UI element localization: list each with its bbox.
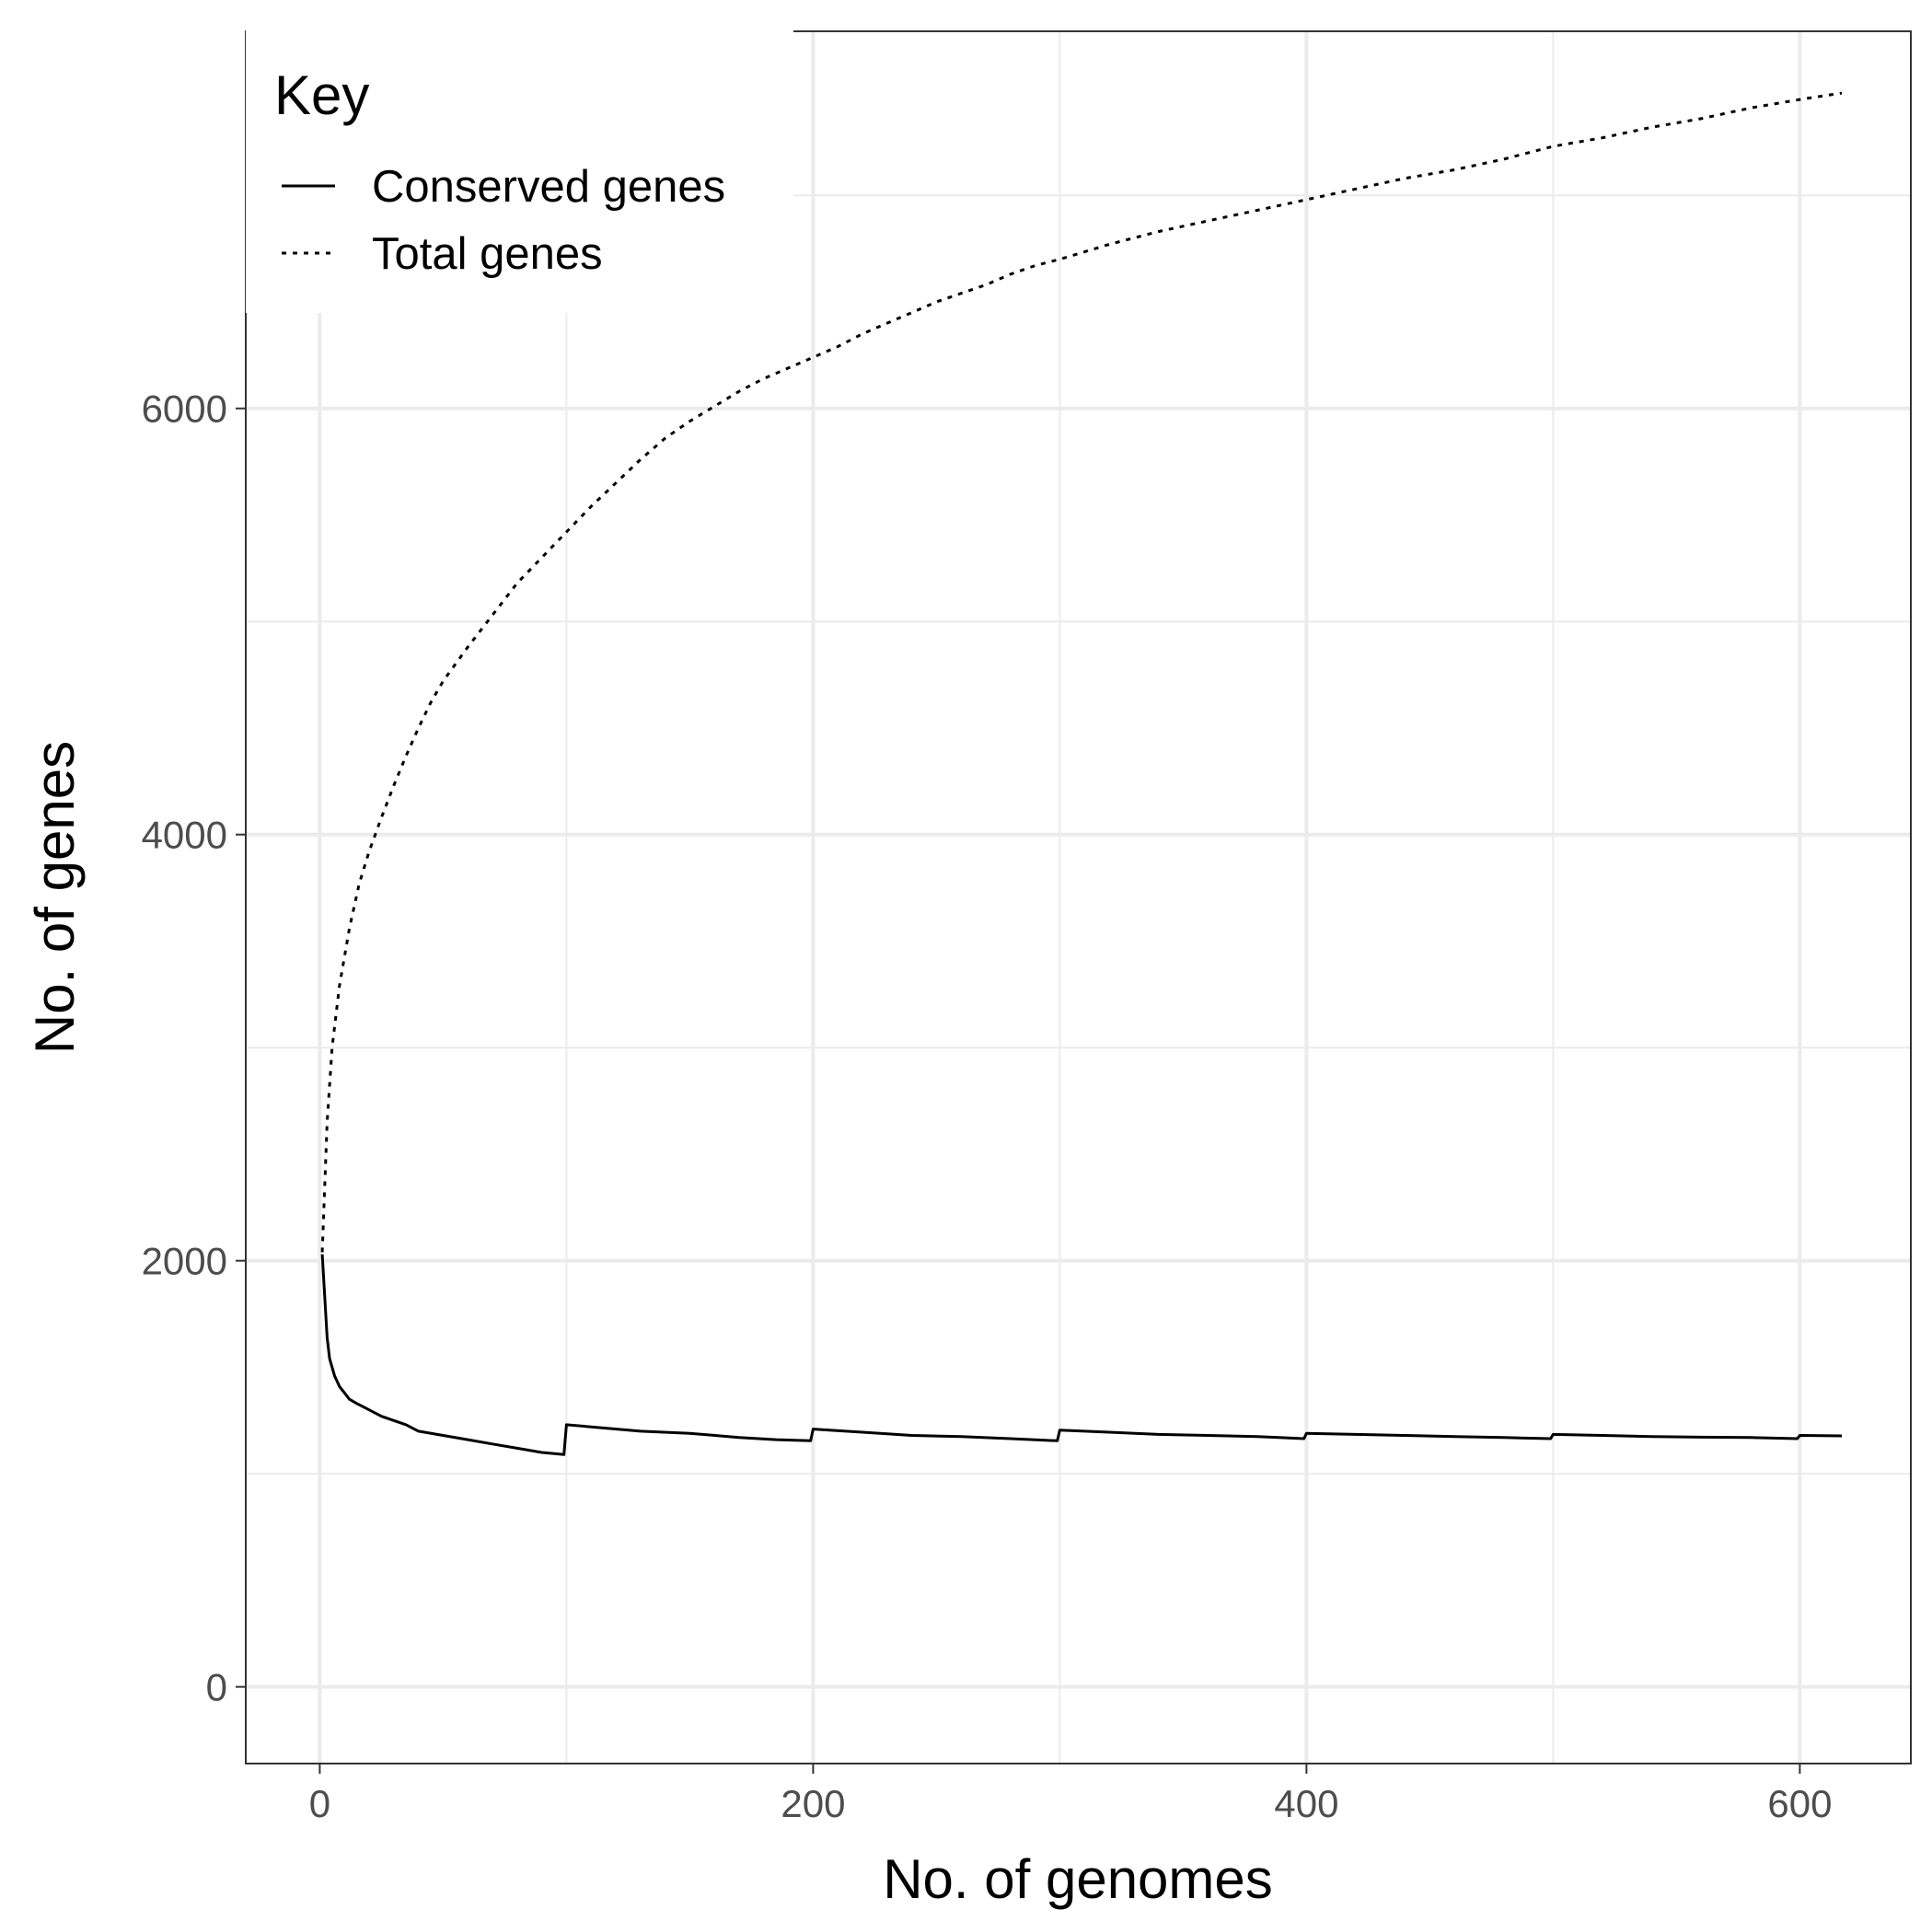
panel-border xyxy=(245,30,1912,1764)
x-axis-ticks: 0 200 400 600 xyxy=(309,1764,1832,1825)
y-axis-title: No. of genes xyxy=(24,741,86,1054)
x-axis-title: No. of genomes xyxy=(883,1848,1273,1910)
conserved-genes-line xyxy=(320,1254,1843,1456)
series-layer xyxy=(320,91,1843,1456)
legend-label-conserved-genes: Conserved genes xyxy=(372,162,725,212)
y-axis-ticks: 0 2000 4000 6000 xyxy=(142,388,246,1709)
y-tick-label: 2000 xyxy=(142,1240,227,1283)
legend-title: Key xyxy=(274,64,369,126)
x-tick-label: 400 xyxy=(1274,1782,1338,1825)
major-grid xyxy=(246,31,1911,1764)
y-tick-label: 0 xyxy=(206,1666,227,1709)
y-tick-label: 4000 xyxy=(142,814,227,857)
minor-grid xyxy=(246,31,1911,1764)
y-tick-label: 6000 xyxy=(142,388,227,431)
legend-items: Conserved genes Total genes xyxy=(282,162,725,279)
panel-background xyxy=(246,31,1911,1764)
legend-label-total-genes: Total genes xyxy=(372,229,603,279)
x-tick-label: 0 xyxy=(309,1782,330,1825)
legend: Key Conserved genes Total genes xyxy=(246,28,793,313)
legend-background xyxy=(246,28,793,313)
plot-panel xyxy=(245,30,1912,1764)
x-tick-label: 200 xyxy=(781,1782,845,1825)
x-tick-label: 600 xyxy=(1767,1782,1832,1825)
